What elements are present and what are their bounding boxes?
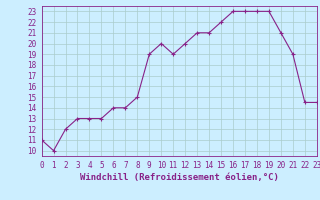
X-axis label: Windchill (Refroidissement éolien,°C): Windchill (Refroidissement éolien,°C)	[80, 173, 279, 182]
